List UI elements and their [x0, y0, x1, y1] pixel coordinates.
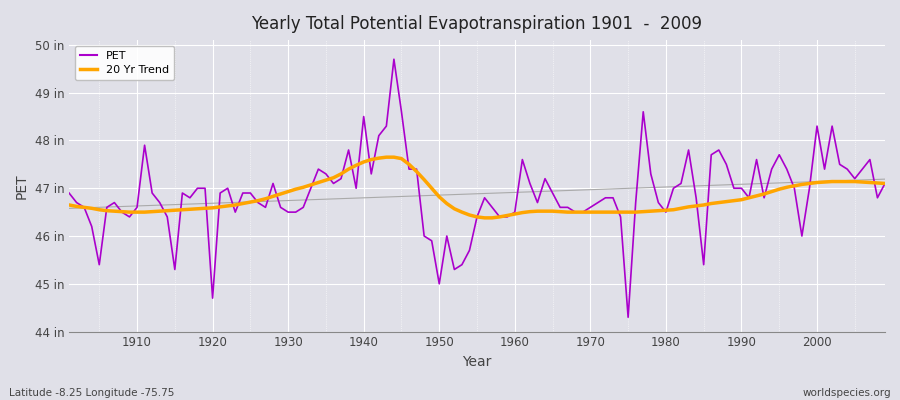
Y-axis label: PET: PET [15, 173, 29, 199]
20 Yr Trend [616, 210, 626, 214]
PET [879, 181, 890, 186]
PET [291, 210, 302, 214]
Line: PET: PET [69, 59, 885, 317]
PET [623, 315, 634, 320]
PET [517, 157, 527, 162]
20 Yr Trend [517, 210, 527, 215]
PET [608, 195, 618, 200]
20 Yr Trend [291, 187, 302, 192]
PET [64, 191, 75, 196]
20 Yr Trend [479, 216, 490, 220]
20 Yr Trend [336, 172, 346, 176]
Text: Latitude -8.25 Longitude -75.75: Latitude -8.25 Longitude -75.75 [9, 388, 175, 398]
Line: 20 Yr Trend: 20 Yr Trend [69, 157, 885, 218]
20 Yr Trend [124, 210, 135, 214]
20 Yr Trend [525, 209, 535, 214]
Text: worldspecies.org: worldspecies.org [803, 388, 891, 398]
PET [389, 57, 400, 62]
PET [509, 210, 520, 214]
Title: Yearly Total Potential Evapotranspiration 1901  -  2009: Yearly Total Potential Evapotranspiratio… [251, 15, 703, 33]
Legend: PET, 20 Yr Trend: PET, 20 Yr Trend [75, 46, 175, 80]
X-axis label: Year: Year [463, 355, 491, 369]
20 Yr Trend [381, 155, 392, 160]
20 Yr Trend [64, 202, 75, 207]
20 Yr Trend [879, 181, 890, 186]
PET [124, 214, 135, 219]
PET [336, 176, 346, 181]
